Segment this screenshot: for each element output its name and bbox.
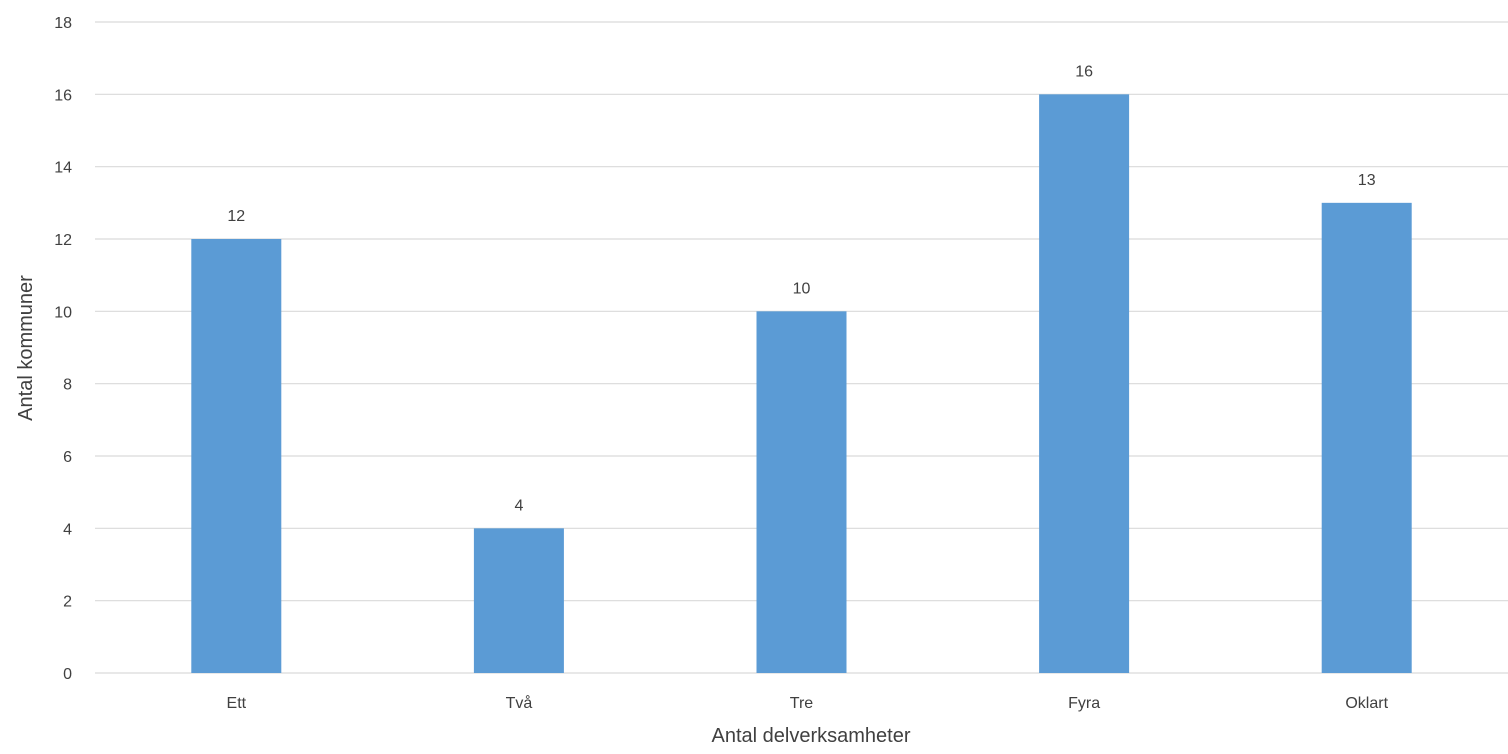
y-tick-label: 12 bbox=[54, 232, 72, 249]
y-tick-label: 8 bbox=[63, 377, 72, 394]
data-labels: 12 4 10 16 13 bbox=[227, 63, 1375, 514]
x-tick-label: Fyra bbox=[1068, 695, 1100, 712]
bar-fyra bbox=[1039, 94, 1130, 674]
data-label: 4 bbox=[514, 497, 523, 514]
y-tick-label: 14 bbox=[54, 160, 72, 177]
bar-oklart bbox=[1321, 202, 1412, 674]
data-label: 16 bbox=[1075, 63, 1093, 80]
y-axis-title: Antal kommuner bbox=[15, 275, 37, 421]
bar-tre bbox=[756, 311, 847, 673]
y-tick-label: 6 bbox=[63, 449, 72, 466]
data-label: 10 bbox=[793, 280, 811, 297]
x-tick-label: Oklart bbox=[1345, 695, 1388, 712]
y-tick-label: 18 bbox=[54, 15, 72, 32]
data-label: 13 bbox=[1358, 172, 1376, 189]
bar-ett bbox=[191, 239, 282, 673]
x-tick-label: Ett bbox=[227, 695, 247, 712]
bar-två bbox=[473, 528, 564, 673]
y-tick-label: 4 bbox=[63, 521, 72, 538]
x-axis-title: Antal delverksamheter bbox=[712, 725, 911, 747]
y-tick-label: 10 bbox=[54, 304, 72, 321]
y-tick-label: 2 bbox=[63, 594, 72, 611]
y-tick-label: 16 bbox=[54, 87, 72, 104]
data-label: 12 bbox=[227, 208, 245, 225]
y-tick-label: 0 bbox=[63, 666, 72, 683]
x-tick-label: Tre bbox=[790, 695, 814, 712]
bars bbox=[191, 94, 1412, 674]
x-tick-labels: Ett Två Tre Fyra Oklart bbox=[227, 694, 1389, 712]
y-tick-labels: 0 2 4 6 8 10 12 14 16 18 bbox=[54, 15, 72, 683]
x-tick-label: Två bbox=[506, 694, 533, 712]
